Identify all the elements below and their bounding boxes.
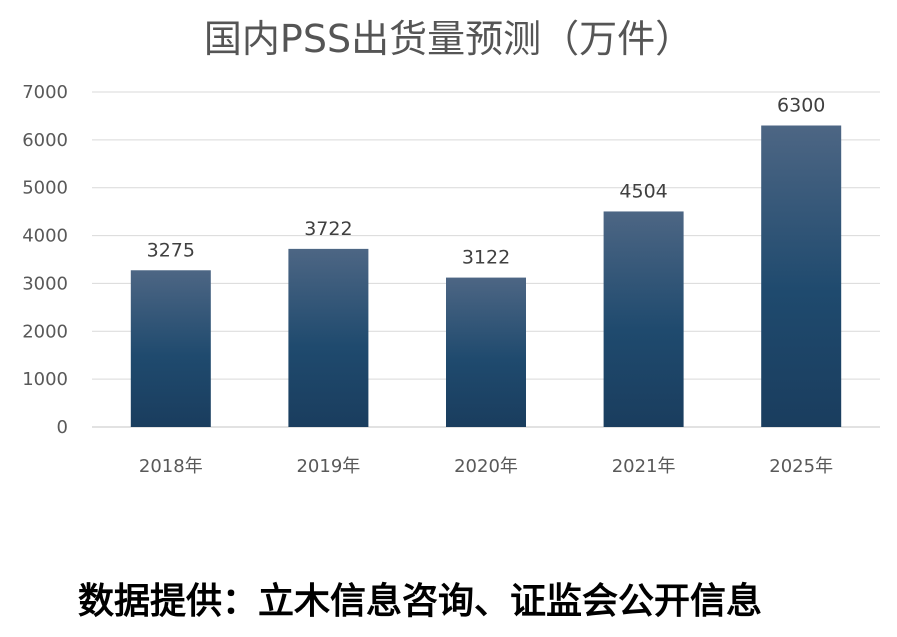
y-tick-label: 6000 — [22, 130, 68, 151]
y-tick-label: 1000 — [22, 369, 68, 390]
bar — [446, 277, 526, 427]
y-tick-label: 4000 — [22, 226, 68, 247]
data-labels: 3275 3722 3122 4504 6300 — [147, 95, 826, 269]
y-tick-label: 5000 — [22, 178, 68, 199]
bar — [130, 270, 211, 427]
y-axis-ticks: 0 1000 2000 3000 4000 5000 6000 7000 — [22, 82, 68, 438]
source-note: 数据提供：立木信息咨询、证监会公开信息 — [78, 581, 763, 622]
y-tick-label: 0 — [57, 417, 68, 438]
chart-title: 国内PSS出货量预测（万件） — [203, 17, 694, 61]
data-label: 3275 — [147, 239, 195, 261]
x-tick-label: 2021年 — [612, 456, 676, 477]
x-axis-ticks: 2018年 2019年 2020年 2021年 2025年 — [139, 456, 833, 477]
data-label: 4504 — [619, 180, 667, 202]
bar — [288, 248, 369, 427]
x-tick-label: 2018年 — [139, 456, 203, 477]
data-label: 3122 — [462, 247, 510, 269]
x-tick-label: 2020年 — [454, 456, 518, 477]
bar — [603, 211, 684, 427]
y-tick-label: 3000 — [22, 273, 68, 294]
x-tick-label: 2019年 — [296, 456, 360, 477]
y-tick-label: 7000 — [22, 82, 68, 103]
bars — [130, 125, 842, 427]
x-tick-label: 2025年 — [769, 456, 833, 477]
data-label: 3722 — [304, 218, 352, 240]
bar — [761, 125, 842, 427]
data-label: 6300 — [777, 95, 825, 117]
y-tick-label: 2000 — [22, 321, 68, 342]
